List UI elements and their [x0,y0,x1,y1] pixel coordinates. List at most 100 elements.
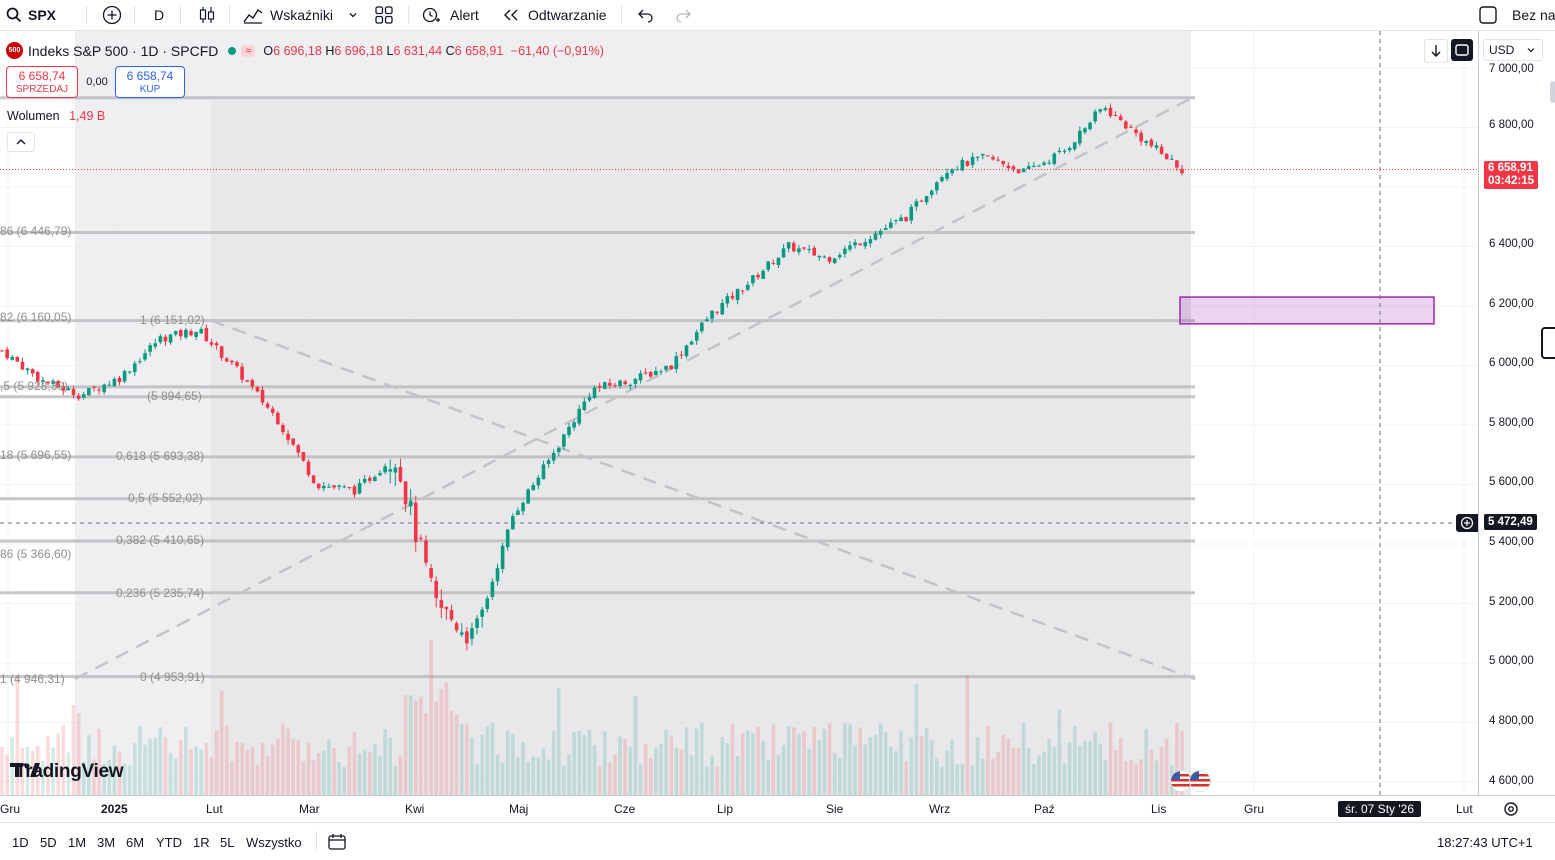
indicators-button[interactable]: Wskaźniki [243,0,359,30]
volume-bar [97,729,101,795]
volume-bar [1006,738,1011,795]
fullscreen-button[interactable] [1451,39,1473,61]
volume-bar [797,734,801,795]
go-to-date-button[interactable] [327,832,347,857]
templates-button[interactable] [374,0,394,30]
currency-select[interactable]: USD [1483,39,1543,61]
candle-body [940,177,944,182]
side-panel-toggle[interactable] [1541,327,1555,359]
volume-bar [689,755,694,795]
volume-bar [444,682,449,795]
chart-settings-button[interactable] [1502,800,1520,823]
candle-body [909,206,914,221]
interval-button[interactable]: D [154,0,164,30]
chart-pane[interactable]: 500 Indeks S&P 500 · 1D · SPCFD ≈ O6 696… [0,31,1478,795]
indicators-icon [243,8,263,24]
candle-body [674,356,679,370]
layout-menu-button[interactable]: Bez naz [1478,0,1555,30]
volume-bar [1134,764,1138,795]
volume-bar [1032,764,1036,795]
candle-body [378,473,382,476]
volume-bar [766,760,771,795]
fib-left-label-4: 18 (5 696,55) [0,448,72,462]
tradingview-logo[interactable]: TradingView [10,761,124,783]
candle-body [1016,169,1021,174]
volume-bar [87,735,91,795]
range-6m-button[interactable]: 6M [126,835,145,850]
symbol-title[interactable]: Indeks S&P 500 · 1D · SPCFD [28,42,219,59]
volume-bar [322,750,326,795]
candle-body [337,485,341,487]
economic-event-flag-1[interactable] [1170,770,1192,792]
fib-label-05: 0,5 (5 552,02) [128,491,203,505]
candle-body [485,598,490,610]
chart-legend: 500 Indeks S&P 500 · 1D · SPCFD ≈ O6 696… [6,42,604,59]
range-all-button[interactable]: Wszystko [246,835,302,850]
volume-bar [679,749,684,795]
price-axis[interactable]: USD 7 000,00 6 800,00 6 400,00 6 200,00 … [1478,31,1555,795]
alert-button[interactable]: Alert [421,0,479,30]
candle-body [470,628,474,639]
candle-body [194,331,198,337]
tradingview-logo-icon [10,763,40,777]
volume-bar [224,725,229,795]
volume-bar [551,731,556,795]
candle-body [495,568,500,582]
volume-bar [76,712,81,795]
range-ytd-button[interactable]: YTD [156,835,182,850]
candle-body [567,426,571,436]
candle-body [577,408,582,424]
candle-body [955,169,960,171]
candle-body [500,545,505,569]
redo-button[interactable] [675,0,693,30]
candle-body [235,361,239,367]
time-axis[interactable]: Gru 2025 Lut Mar Kwi Maj Cze Lip Sie Wrz… [0,795,1555,822]
chart-type-button[interactable] [198,0,216,30]
candle-body [35,371,40,382]
candle-body [316,483,321,489]
ohlc-values: O6 696,18 H6 696,18 L6 631,44 C6 658,91 … [263,43,604,58]
sell-button[interactable]: 6 658,74 SPRZEDAJ [6,66,78,98]
price-axis-scroll-handle[interactable] [1550,81,1555,103]
range-1d-button[interactable]: 1D [12,835,29,850]
candle-body [848,245,852,250]
candle-body [597,386,602,388]
replay-button[interactable]: Odtwarzanie [502,0,607,30]
volume-bar [536,757,541,795]
last-price-value: 6 658,91 [1488,162,1533,174]
volume-bar [1175,723,1179,795]
candle-body [623,381,628,385]
range-1y-button[interactable]: 1R [193,835,210,850]
range-5y-button[interactable]: 5L [220,835,235,850]
clock-timezone[interactable]: 18:27:43 UTC+1 [1437,835,1533,850]
volume-bar [163,737,168,795]
undo-button[interactable] [636,0,654,30]
range-5d-button[interactable]: 5D [40,835,57,850]
price-chart[interactable] [0,31,1478,795]
range-1m-button[interactable]: 1M [68,835,87,850]
candle-body [403,481,408,505]
buy-button[interactable]: 6 658,74 KUP [115,66,185,98]
candle-body [1062,150,1067,152]
collapse-legend-button[interactable] [7,132,35,152]
candle-body [628,384,633,386]
candle-body [449,609,454,620]
candle-body [127,371,132,373]
grid-icon [375,6,393,24]
scroll-to-latest-button[interactable] [1424,39,1448,63]
candle-body [516,510,520,515]
crosshair-add-button[interactable] [1456,514,1478,532]
volume-bar [1062,763,1067,795]
compare-button[interactable] [102,0,122,30]
range-3m-button[interactable]: 3M [97,835,116,850]
time-tick: Gru [0,802,21,816]
volume-bar [127,765,132,795]
economic-event-flag-2[interactable] [1189,770,1211,792]
candle-body [858,243,862,246]
volume-bar [756,726,760,795]
candle-body [429,568,433,578]
volume-bar [1016,747,1021,795]
symbol-search-button[interactable]: SPX [6,0,56,30]
candle-body [51,380,55,384]
candle-body [1032,165,1036,167]
